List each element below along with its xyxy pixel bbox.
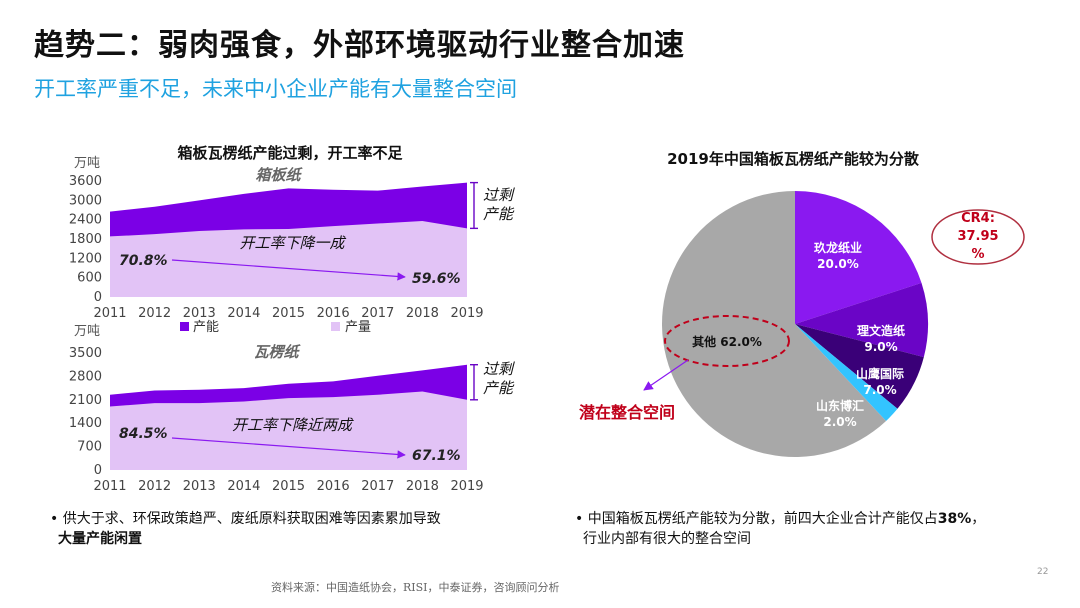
chart1-ytick-label: 3600 xyxy=(69,174,102,189)
bullet-right: • 中国箱板瓦楞纸产能较为分散，前四大企业合计产能仅占38%， 行业内部有很大的… xyxy=(575,509,1055,549)
chart1-xtick-label: 2016 xyxy=(317,306,350,321)
pie-label-liwen-value: 9.0% xyxy=(864,340,897,354)
legend-output-label: 产量 xyxy=(345,320,371,335)
chart2-output-area xyxy=(110,391,467,470)
chart2-xtick-label: 2014 xyxy=(227,479,260,494)
page-number: 22 xyxy=(1037,567,1049,577)
chart1-title: 箱板瓦楞纸产能过剩，开工率不足 xyxy=(177,144,403,162)
chart2-ytick-label: 3500 xyxy=(69,346,102,361)
legend-capacity-label: 产能 xyxy=(193,320,219,335)
chart2-start-rate: 84.5% xyxy=(119,426,168,442)
bullet-right-text-1-suffix: ， xyxy=(971,511,986,527)
page-title: 趋势二：弱肉强食，外部环境驱动行业整合加速 xyxy=(34,28,685,63)
chart2-gap-label-2: 产能 xyxy=(483,379,515,397)
chart1-ytick-label: 1800 xyxy=(69,232,102,247)
pie-label-shanying-value: 7.0% xyxy=(863,383,896,397)
chart1-output-area xyxy=(110,220,467,297)
chart2-xtick-label: 2012 xyxy=(138,479,171,494)
other-ellipse xyxy=(664,315,790,367)
chart1-xtick-label: 2012 xyxy=(138,306,171,321)
chart1-ytick-label: 600 xyxy=(77,271,102,286)
chart1-ytick-label: 1200 xyxy=(69,251,102,266)
legend-capacity-swatch xyxy=(180,322,189,331)
bullet-left-bold: 大量产能闲置 xyxy=(58,531,142,547)
chart2-ytick-label: 2100 xyxy=(69,393,102,408)
callout-arrow xyxy=(643,359,689,391)
chart2-trend-arrow xyxy=(171,437,406,459)
bullet-left-dot: • xyxy=(50,511,59,527)
chart2-xtick-label: 2017 xyxy=(361,479,394,494)
chart2-panel-label: 瓦楞纸 xyxy=(253,343,301,361)
chart1-xtick-label: 2018 xyxy=(406,306,439,321)
chart1-ytick-label: 2400 xyxy=(69,213,102,228)
chart2-ytick-label: 0 xyxy=(94,463,102,478)
chart1-trend-text: 开工率下降一成 xyxy=(239,234,346,252)
chart2-xtick-label: 2019 xyxy=(450,479,483,494)
pie-label-jiulong-name: 玖龙纸业 xyxy=(814,240,862,255)
chart1-xtick-label: 2015 xyxy=(272,306,305,321)
chart2-gap-label-1: 过剩 xyxy=(483,360,515,378)
page-subtitle: 开工率严重不足，未来中小企业产能有大量整合空间 xyxy=(34,77,517,101)
chart1-unit: 万吨 xyxy=(74,156,100,171)
bullet-right-text-1: 中国箱板瓦楞纸产能较为分散，前四大企业合计产能仅占 xyxy=(587,511,938,527)
chart2-xtick-label: 2011 xyxy=(93,479,126,494)
source-note: 资料来源：中国造纸协会，RISI，中泰证券，咨询顾问分析 xyxy=(271,581,560,594)
pie-slice-shandong xyxy=(795,324,898,421)
cr4-label-line2: 37.95 xyxy=(957,229,998,244)
chart2-ytick-label: 700 xyxy=(77,440,102,455)
chart1-panel-label: 箱板纸 xyxy=(255,166,303,184)
cr4-label-line1: CR4: xyxy=(961,211,995,226)
pie-slice-liwen xyxy=(795,282,928,358)
chart2-ytick-label: 1400 xyxy=(69,416,102,431)
chart1-xtick-label: 2017 xyxy=(361,306,394,321)
chart2-xtick-label: 2016 xyxy=(317,479,350,494)
bullet-left: • 供大于求、环保政策趋严、废纸原料获取困难等因素累加导致 大量产能闲置 xyxy=(50,509,510,549)
pie-other-label: 其他 62.0% xyxy=(692,334,762,349)
chart1-end-rate: 59.6% xyxy=(412,271,461,287)
chart2-xtick-label: 2015 xyxy=(272,479,305,494)
chart2-end-rate: 67.1% xyxy=(412,448,461,464)
bullet-left-text: 供大于求、环保政策趋严、废纸原料获取困难等因素累加导致 xyxy=(62,511,441,527)
chart1-ytick-label: 3000 xyxy=(69,193,102,208)
cr4-label-line3: % xyxy=(971,247,984,262)
cr4-ellipse xyxy=(931,209,1025,265)
chart1-trend-arrow xyxy=(171,259,406,281)
chart2-ytick-label: 2800 xyxy=(69,369,102,384)
chart1-xtick-label: 2014 xyxy=(227,306,260,321)
chart2-xtick-label: 2013 xyxy=(183,479,216,494)
pie-label-shandong-value: 2.0% xyxy=(823,415,856,429)
legend-output-swatch xyxy=(331,322,340,331)
chart2-unit: 万吨 xyxy=(74,324,100,339)
pie-callout: 潜在整合空间 xyxy=(579,403,675,422)
pie-title: 2019年中国箱板瓦楞纸产能较为分散 xyxy=(667,150,920,168)
pie-slice-jiulong xyxy=(795,191,922,324)
chart1-xtick-label: 2011 xyxy=(93,306,126,321)
chart1-xtick-label: 2013 xyxy=(183,306,216,321)
bullet-right-dot: • xyxy=(575,511,584,527)
chart1-start-rate: 70.8% xyxy=(119,253,168,269)
bullet-right-text-2: 行业内部有很大的整合空间 xyxy=(583,531,751,547)
chart2-trend-text: 开工率下降近两成 xyxy=(232,416,354,434)
pie-label-jiulong-value: 20.0% xyxy=(817,257,859,271)
pie-label-shanying-name: 山鹰国际 xyxy=(856,366,904,381)
chart1-xtick-label: 2019 xyxy=(450,306,483,321)
chart1-gap-label-1: 过剩 xyxy=(483,186,515,204)
pie-slice-shanying xyxy=(795,324,924,409)
chart1-gap-label-2: 产能 xyxy=(483,205,515,223)
bullet-right-bold: 38% xyxy=(937,511,972,527)
pie-label-shandong-name: 山东博汇 xyxy=(816,398,864,413)
chart1-ytick-label: 0 xyxy=(94,290,102,305)
pie-label-liwen-name: 理文造纸 xyxy=(857,323,905,338)
chart2-xtick-label: 2018 xyxy=(406,479,439,494)
